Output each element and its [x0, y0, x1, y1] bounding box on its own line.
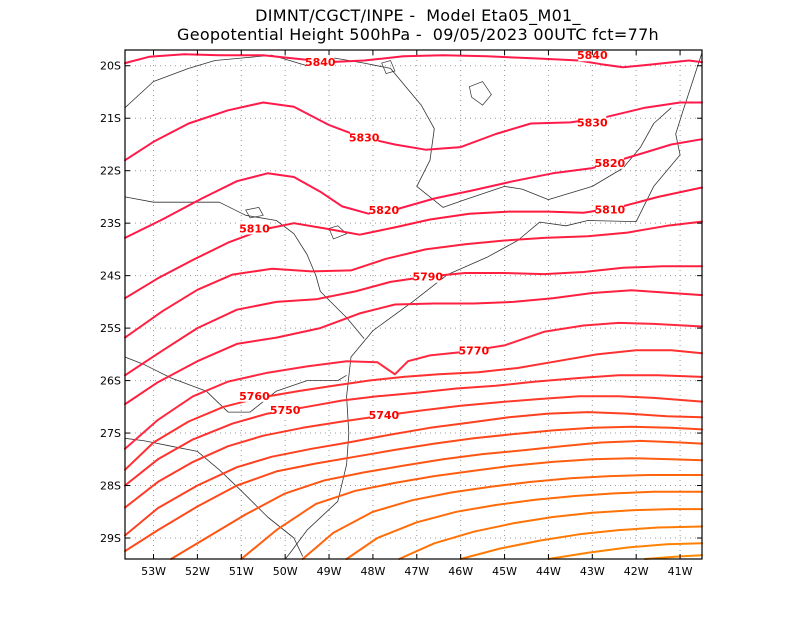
- contour-5810: [124, 186, 703, 300]
- lat-tick-label: 21S: [100, 112, 121, 125]
- contour-label-bg: [271, 402, 300, 416]
- contour-label-bg: [578, 115, 607, 129]
- contour-5670: [398, 508, 703, 560]
- lon-tick-label: 44W: [536, 565, 561, 578]
- lon-tick-label: 48W: [360, 565, 385, 578]
- lon-tick-label: 51W: [229, 565, 254, 578]
- contour-5750: [124, 374, 703, 487]
- boundary-coastline: [284, 52, 703, 560]
- lake-reservoir-4: [245, 207, 264, 219]
- lon-tick-label: 41W: [668, 565, 693, 578]
- contour-5690: [301, 474, 703, 560]
- contour-5830: [124, 101, 703, 162]
- lat-tick-label: 20S: [100, 60, 121, 73]
- title-line-1: DIMNT/CGCT/INPE - Model Eta05_M01_: [255, 6, 581, 25]
- contour-label-bg: [240, 388, 269, 402]
- contour-label-bg: [595, 202, 624, 216]
- contour-label: 5760: [239, 390, 270, 403]
- contour-label-bg: [350, 130, 379, 144]
- contour-5740: [124, 395, 703, 509]
- lon-tick-label: 45W: [492, 565, 517, 578]
- contour-5650: [547, 542, 703, 560]
- contour-5700: [240, 457, 703, 560]
- contour-label: 5810: [239, 222, 270, 235]
- contour-label: 5810: [595, 204, 626, 217]
- contour-label-bg: [595, 155, 624, 169]
- contour-label-bg: [369, 203, 398, 217]
- contour-label-bg: [369, 408, 398, 422]
- contour-label: 5740: [369, 409, 400, 422]
- lat-tick-label: 25S: [100, 322, 121, 335]
- lon-tick-label: 46W: [448, 565, 473, 578]
- lon-tick-label: 43W: [580, 565, 605, 578]
- contour-5770: [124, 321, 703, 450]
- contour-5660: [459, 525, 703, 560]
- contour-5780: [124, 289, 703, 406]
- lat-tick-label: 29S: [100, 532, 121, 545]
- map-frame: [124, 49, 703, 560]
- lon-tick-label: 49W: [317, 565, 342, 578]
- contour-5720: [124, 425, 703, 553]
- contour-label-bg: [459, 343, 488, 357]
- contour-labels: 5840 5840 5830 5830 5820 5820 5810 5810 5790 5770…: [239, 48, 626, 422]
- lat-tick-label: 24S: [100, 270, 121, 283]
- contour-5800: [124, 220, 703, 339]
- geographic-boundaries: [124, 52, 703, 560]
- lat-tick-label: 22S: [100, 165, 121, 178]
- contour-label: 5840: [305, 56, 336, 69]
- boundary-border-west-3: [124, 356, 347, 413]
- contour-5760: [124, 349, 703, 471]
- contour-label: 5770: [459, 345, 490, 358]
- lon-tick-label: 50W: [273, 565, 298, 578]
- contour-label-bg: [306, 55, 335, 69]
- boundary-border-west-2: [124, 196, 365, 339]
- contour-5790: [124, 265, 703, 377]
- lat-tick-label: 28S: [100, 480, 121, 493]
- lon-tick-label: 53W: [141, 565, 166, 578]
- lake-reservoir-2: [381, 60, 396, 75]
- contour-5840: [124, 53, 703, 69]
- geopotential-contours: [124, 53, 703, 560]
- title-line-2: Geopotential Height 500hPa - 09/05/2023 …: [177, 25, 659, 44]
- contour-label: 5790: [412, 271, 443, 284]
- lon-tick-label: 52W: [185, 565, 210, 578]
- contour-label: 5820: [369, 204, 400, 217]
- contour-label-bg: [413, 269, 442, 283]
- contour-5680: [345, 490, 703, 560]
- contour-label: 5830: [577, 116, 608, 129]
- lon-tick-label: 47W: [404, 565, 429, 578]
- contour-label-bg: [240, 221, 269, 235]
- lat-tick-label: 26S: [100, 375, 121, 388]
- boundary-border-west-1: [124, 54, 672, 208]
- lon-tick-label: 42W: [624, 565, 649, 578]
- axis-ticks: 53W 52W 51W 50W 49W 48W 47W 46W 45W 44W 43W 42W 41W 2…: [100, 50, 702, 578]
- lake-reservoir-1: [468, 81, 492, 106]
- contour-label: 5830: [349, 132, 380, 145]
- contour-5730: [124, 411, 703, 537]
- contour-label: 5820: [595, 157, 626, 170]
- lat-tick-label: 27S: [100, 427, 121, 440]
- lat-tick-label: 23S: [100, 217, 121, 230]
- contour-label: 5750: [270, 404, 301, 417]
- contour-label: 5840: [577, 49, 608, 62]
- lake-reservoir-3: [328, 225, 348, 240]
- contour-5710: [170, 439, 703, 560]
